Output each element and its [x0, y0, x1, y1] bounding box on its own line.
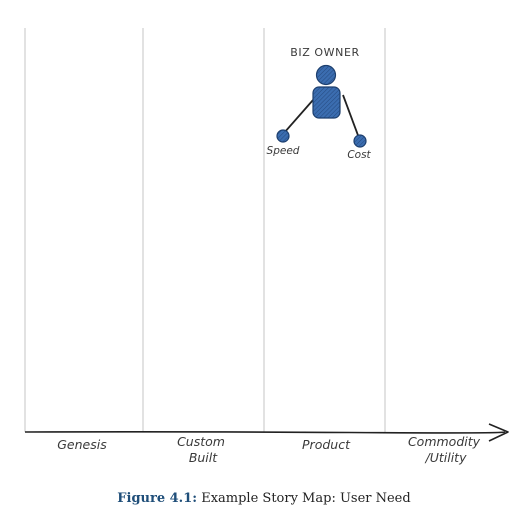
evolution-axis	[24, 431, 506, 434]
figure-number: Figure 4.1:	[117, 491, 198, 506]
stage-label-custom-built: Custom Built	[177, 434, 229, 465]
connector-cost	[342, 94, 360, 139]
need-node-cost	[353, 134, 367, 148]
stage-label-product: Product	[302, 437, 351, 452]
actor-label: BIZ OWNER	[290, 46, 360, 59]
actor-icon	[312, 64, 341, 119]
stage-label-commodity: Commodity /Utility	[408, 434, 484, 465]
stage-label-genesis: Genesis	[57, 437, 107, 452]
axis-arrowhead	[488, 423, 509, 442]
need-label-cost: Cost	[347, 149, 371, 161]
figure-caption: Figure 4.1: Example Story Map: User Need	[0, 491, 528, 506]
need-label-speed: Speed	[267, 145, 300, 157]
connector-speed	[283, 99, 314, 134]
need-node-speed	[276, 129, 290, 143]
figure-caption-text: Example Story Map: User Need	[201, 491, 411, 506]
